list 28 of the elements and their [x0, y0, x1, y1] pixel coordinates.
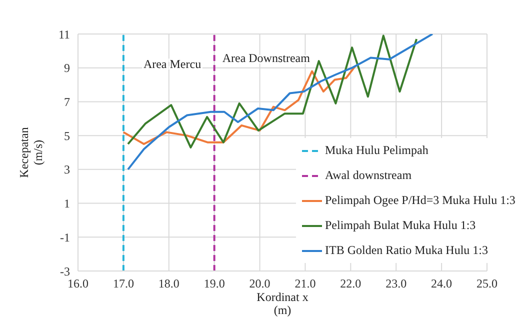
legend-label: Muka Hulu Pelimpah: [325, 143, 428, 158]
x-tick-label: 22.0: [340, 276, 362, 291]
x-tick-label: 19.0: [204, 276, 225, 291]
x-tick-label: 24.0: [431, 276, 452, 291]
x-tick-label: 23.0: [386, 276, 407, 291]
x-axis-title: Kordinat x (m): [256, 290, 308, 317]
y-tick-label: 7: [64, 94, 70, 109]
legend-label: Pelimpah Bulat Muka Hulu 1:3: [325, 218, 476, 233]
y-axis-title: Kecepatan (m/s): [17, 127, 45, 178]
y-tick-label: -3: [60, 264, 70, 278]
legend-label: Awal downstream: [325, 168, 412, 183]
annotation: Area Downstream: [222, 51, 311, 65]
annotation: Area Mercu: [143, 57, 202, 71]
legend-label: ITB Golden Ratio Muka Hulu 1:3: [325, 243, 488, 258]
x-tick-label: 18.0: [158, 276, 180, 291]
x-tick-label: 20.0: [249, 276, 270, 291]
y-tick-label: 9: [64, 61, 70, 76]
line-series: [126, 34, 434, 170]
y-tick-label: -1: [60, 230, 70, 244]
legend-label: Pelimpah Ogee P/Hd=3 Muka Hulu 1:3: [325, 193, 516, 208]
x-tick-label: 25.0: [476, 276, 498, 291]
y-tick-label: 5: [64, 128, 70, 143]
x-tick-label: 16.0: [68, 276, 88, 291]
y-tick-label: 1: [64, 196, 70, 211]
x-tick-label: 21.0: [294, 276, 316, 291]
x-tick-label: 17.0: [112, 276, 134, 291]
y-tick-label: 3: [64, 162, 70, 177]
y-tick-label: 11: [58, 27, 70, 42]
